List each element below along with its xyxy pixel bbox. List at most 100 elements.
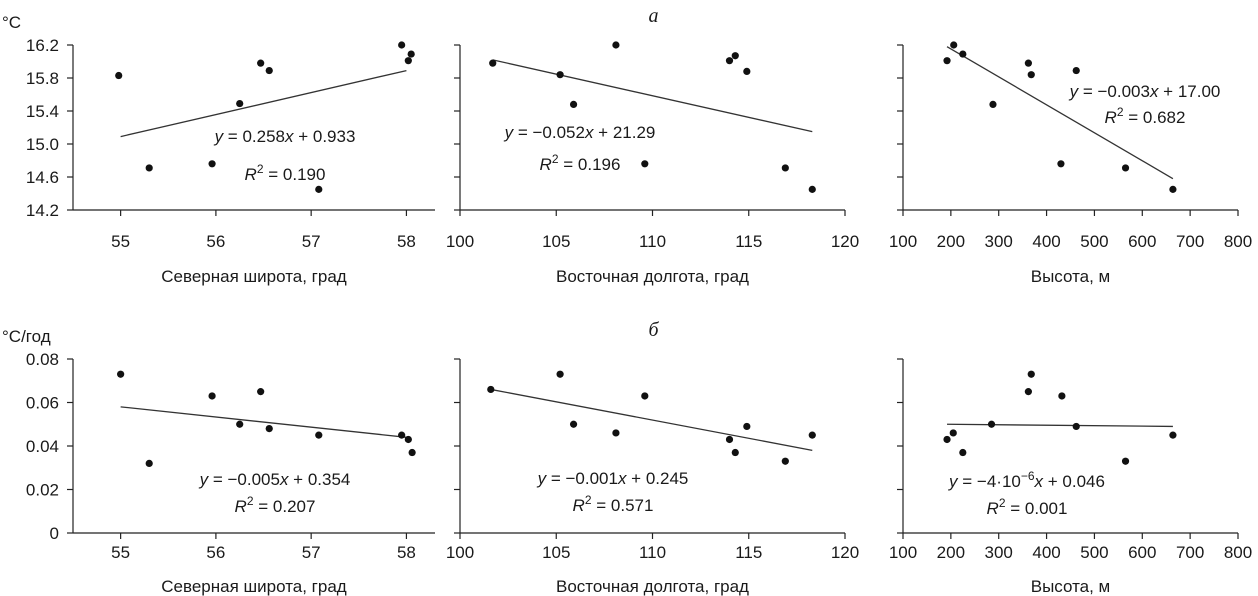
x-tick-label: 700 [1176, 232, 1204, 251]
equation-part: x [617, 469, 627, 488]
data-point [257, 388, 265, 396]
x-tick-label: 500 [1080, 543, 1108, 562]
r2-part: R [987, 499, 999, 518]
data-point [641, 160, 649, 168]
equation-part: x [1149, 82, 1159, 101]
equation-part: x [284, 127, 294, 146]
data-point [236, 420, 244, 428]
data-point [145, 164, 153, 172]
regression-equation: y = −0.001x + 0.245 [537, 469, 689, 488]
data-point [265, 66, 273, 75]
data-point [489, 59, 497, 67]
x-axis-label: Восточная долгота, град [556, 267, 749, 286]
data-point [725, 57, 734, 65]
data-point [117, 370, 125, 378]
equation-part: + 0.354 [288, 470, 350, 489]
data-point [1121, 457, 1130, 465]
x-tick-label: 115 [735, 543, 762, 562]
equation-part: + 0.046 [1043, 472, 1105, 491]
x-tick-label: 800 [1224, 232, 1252, 251]
data-point [989, 100, 997, 108]
r-squared-label: R2 = 0.190 [245, 162, 326, 184]
y-tick-label: 15.0 [26, 135, 59, 154]
x-tick-label: 100 [889, 543, 917, 562]
data-point [569, 100, 578, 108]
equation-part: = −4·10 [958, 472, 1021, 491]
y-tick-label: 0.02 [26, 481, 59, 500]
y-tick-label: 0.06 [26, 394, 59, 413]
panel-letter: а [649, 5, 659, 27]
x-tick-label: 300 [985, 232, 1013, 251]
x-tick-label: 600 [1128, 543, 1156, 562]
data-point [781, 164, 789, 172]
x-tick-label: 120 [831, 543, 859, 562]
y-tick-label: 0.08 [26, 350, 59, 369]
y-tick-label: 14.2 [26, 201, 59, 220]
x-tick-label: 110 [639, 232, 666, 251]
r2-part: 2 [247, 494, 254, 508]
data-point [743, 422, 751, 431]
r2-part: R [1105, 108, 1117, 127]
r2-part: = 0.196 [559, 155, 621, 174]
r-squared-label: R2 = 0.196 [540, 152, 621, 174]
x-tick-label: 200 [937, 232, 965, 251]
data-point [487, 385, 495, 394]
data-point [556, 370, 564, 378]
x-tick-label: 200 [937, 543, 965, 562]
data-point [145, 459, 153, 467]
x-tick-label: 400 [1032, 543, 1060, 562]
data-point [1169, 431, 1177, 439]
trend-line [946, 46, 1174, 180]
data-point [949, 429, 957, 437]
data-point [115, 71, 123, 80]
equation-part: y [1069, 82, 1080, 101]
data-point [943, 57, 951, 65]
equation-part: + 0.245 [626, 469, 688, 488]
x-tick-label: 600 [1128, 232, 1156, 251]
data-point [743, 67, 751, 75]
y-unit-label: °С/год [2, 327, 51, 346]
r2-part: 2 [1117, 105, 1124, 119]
x-axis-label: Высота, м [1031, 267, 1111, 286]
regression-equation: y = −0.052x + 21.29 [504, 123, 656, 142]
equation-part: = −0.005 [208, 470, 280, 489]
scatter-panel-0-1: 100 105 110 115 120 Восточная долгота, град а y… [446, 5, 859, 286]
data-point [208, 392, 216, 400]
data-point [398, 41, 406, 49]
x-tick-label: 100 [446, 543, 474, 562]
r2-part: = 0.207 [254, 497, 316, 516]
x-axis-label: Северная широта, град [161, 577, 347, 596]
equation-part: x [584, 123, 594, 142]
data-point [1024, 388, 1032, 396]
data-point [781, 457, 789, 465]
scatter-panel-0-0: 14.2 14.6 15.0 15.4 15.8 16.2 55 56 57 58 Северная… [2, 13, 435, 286]
equation-part: −6 [1021, 469, 1035, 483]
equation-part: x [1034, 472, 1044, 491]
equation-part: = −0.001 [546, 469, 618, 488]
equation-part: y [199, 470, 210, 489]
x-tick-label: 57 [302, 543, 321, 562]
x-tick-label: 58 [397, 543, 416, 562]
x-tick-label: 800 [1224, 543, 1252, 562]
data-point [315, 431, 323, 439]
data-point [612, 429, 620, 437]
r2-part: = 0.190 [264, 165, 326, 184]
trend-line [947, 423, 1173, 428]
data-point [1027, 71, 1035, 79]
x-tick-label: 57 [302, 232, 321, 251]
r2-part: = 0.682 [1124, 108, 1186, 127]
x-tick-label: 58 [397, 232, 416, 251]
data-point [1058, 392, 1066, 400]
scatter-panel-1-0: 0 0.02 0.04 0.06 0.08 55 56 57 58 Северная широта… [2, 327, 435, 596]
x-tick-label: 120 [831, 232, 859, 251]
trend-line [120, 69, 407, 138]
equation-part: y [948, 472, 959, 491]
data-point [808, 431, 816, 439]
equation-part: + 0.933 [294, 127, 356, 146]
y-tick-label: 16.2 [26, 36, 59, 55]
x-tick-label: 700 [1176, 543, 1204, 562]
scatter-panel-1-1: 100 105 110 115 120 Восточная долгота, град б y… [446, 319, 859, 596]
data-point [408, 448, 416, 457]
regression-equation: y = −4·10−6x + 0.046 [948, 469, 1105, 491]
